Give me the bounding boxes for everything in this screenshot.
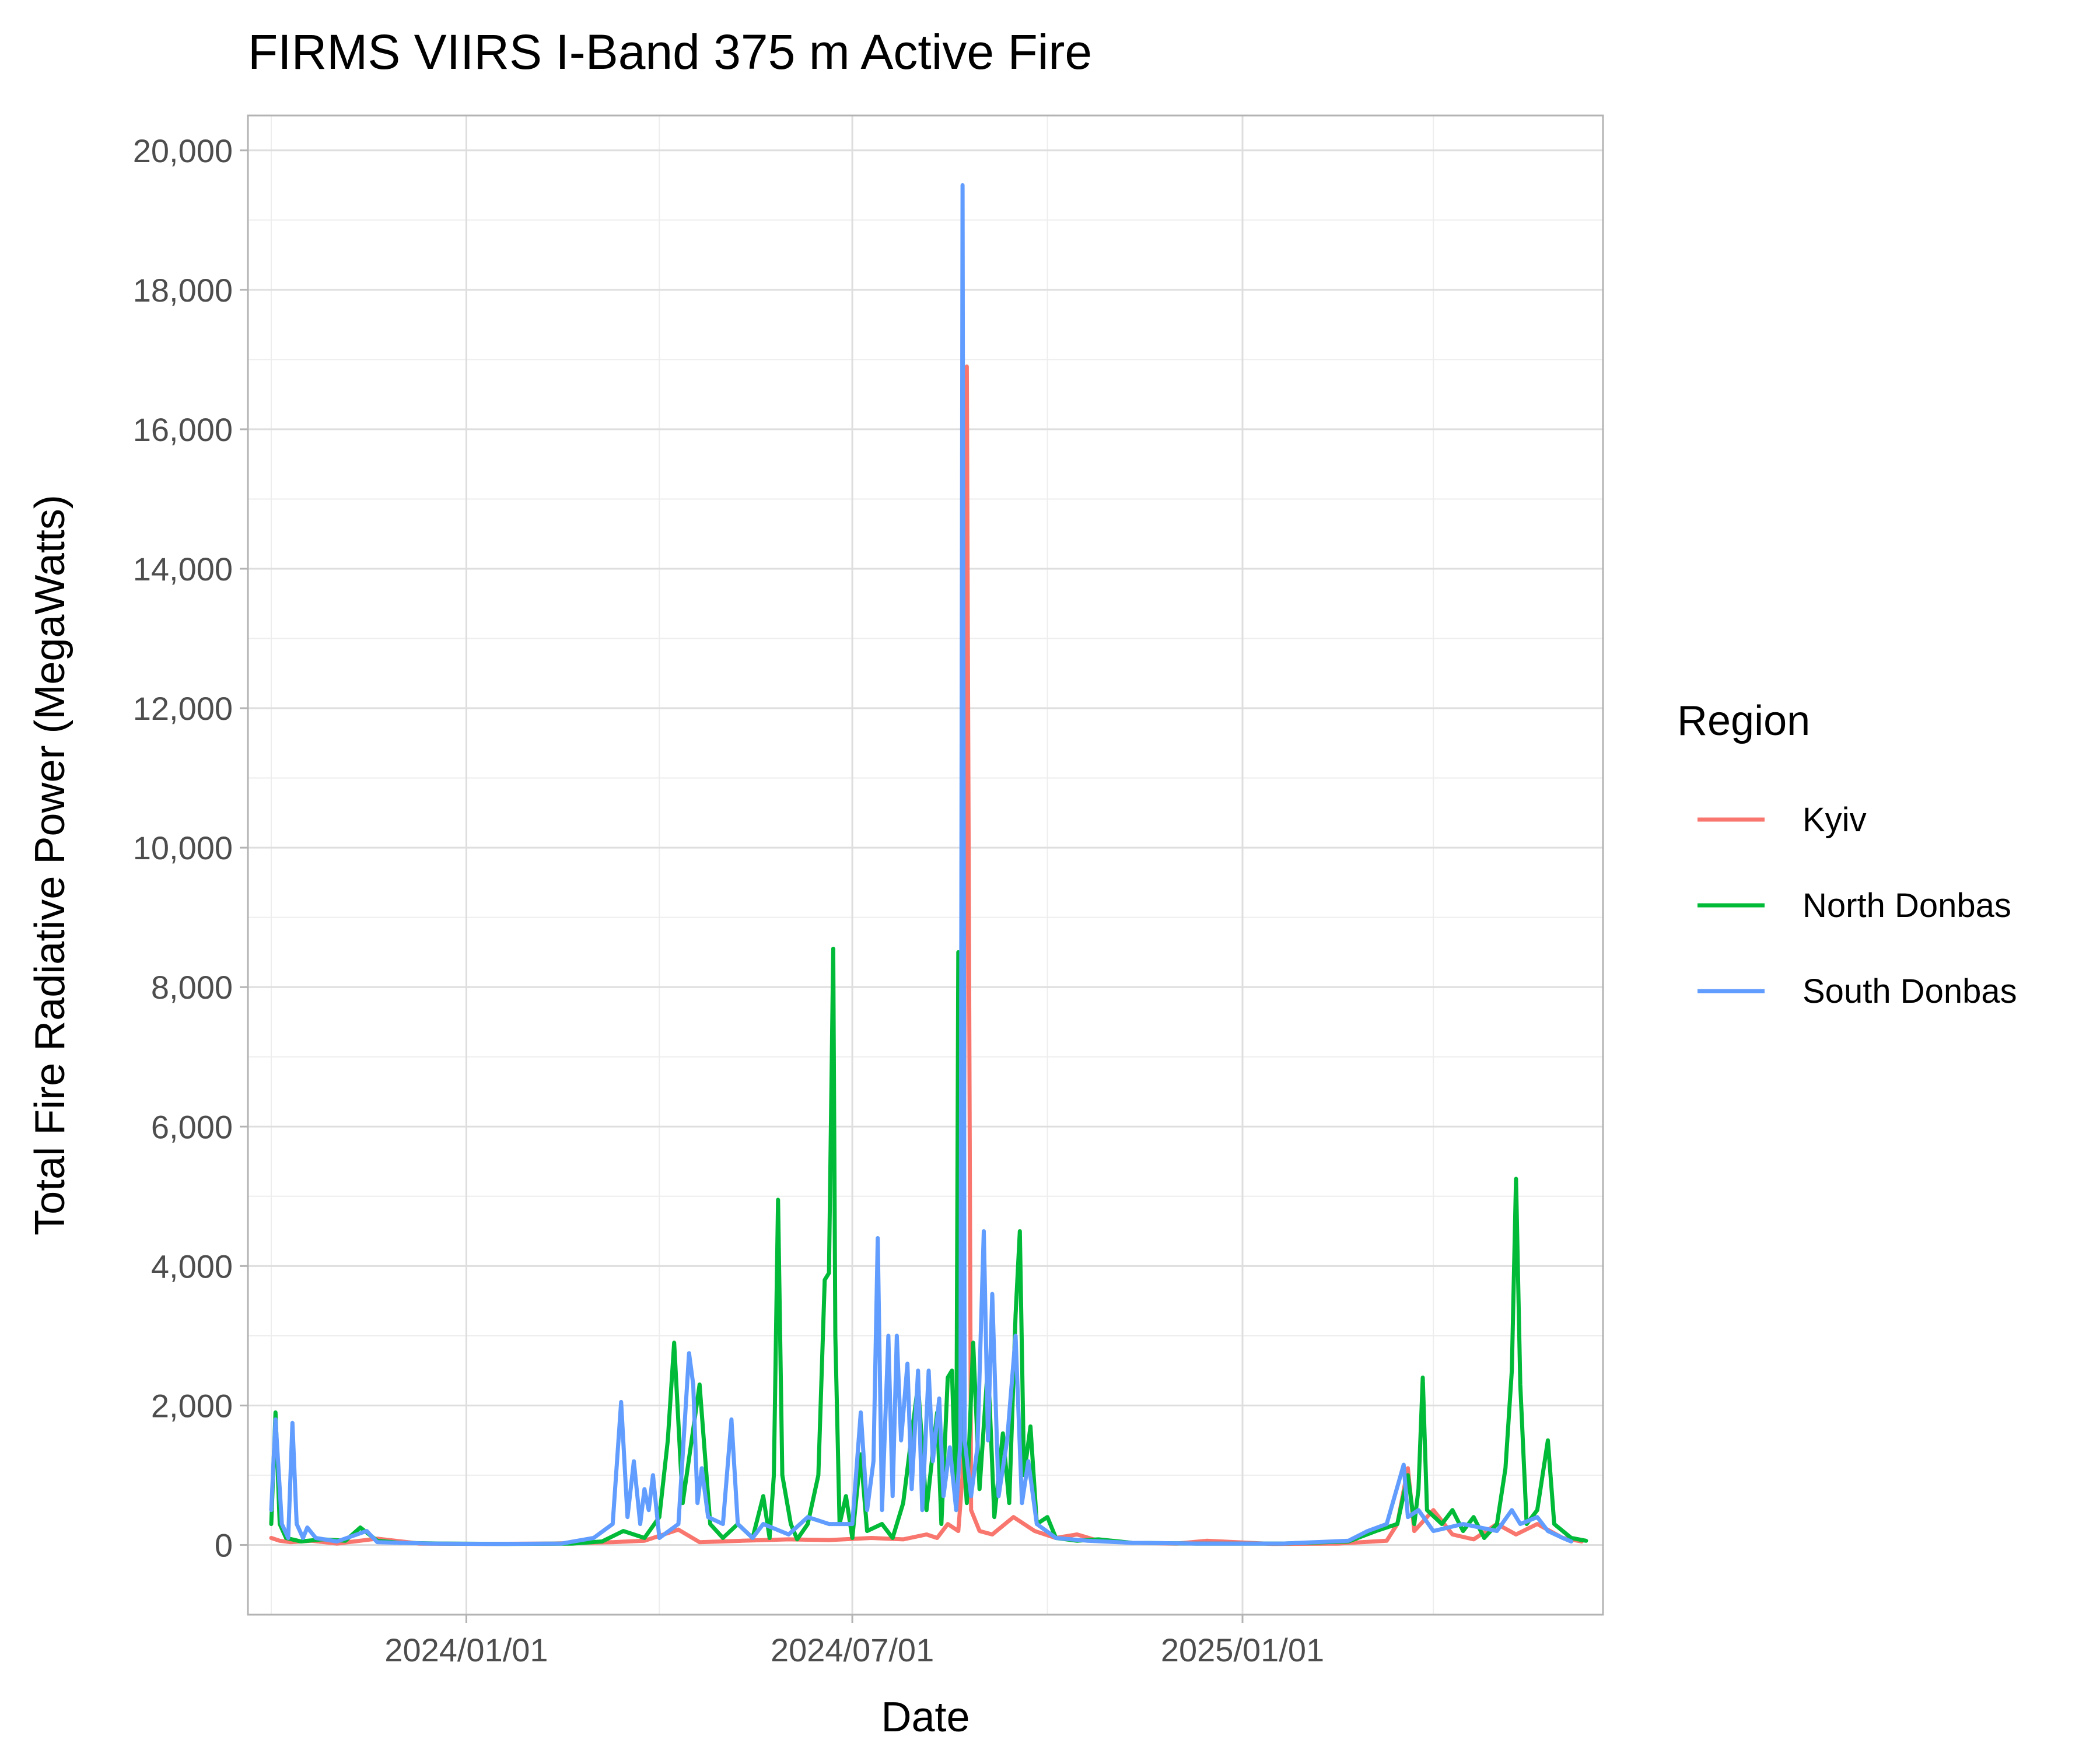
y-tick-label: 18,000 (133, 272, 233, 309)
x-axis-title: Date (881, 1694, 970, 1741)
series-line-south-donbas (269, 183, 1573, 1546)
y-axis-title: Total Fire Radiative Power (MegaWatts) (27, 495, 74, 1236)
axis-ticks: 0 2,000 4,000 6,000 8,000 10,000 12,000 14,000 1… (133, 132, 1324, 1668)
y-tick-label: 8,000 (151, 969, 233, 1006)
y-tick-label: 16,000 (133, 411, 233, 448)
y-tick-label: 14,000 (133, 551, 233, 587)
legend-label-kyiv: Kyiv (1803, 801, 1867, 839)
x-tick-label: 2025/01/01 (1161, 1632, 1324, 1668)
legend-title: Region (1677, 698, 1810, 744)
legend-label-south-donbas: South Donbas (1803, 972, 2017, 1010)
series-line-north-donbas (269, 946, 1588, 1546)
legend-items: Kyiv North Donbas South Donbas (1698, 801, 2017, 1010)
legend: Region Kyiv North Donbas South Donbas (1677, 698, 2017, 1010)
y-tick-label: 2,000 (151, 1387, 233, 1424)
plot-panel-border (247, 114, 1604, 1616)
y-tick-label: 20,000 (133, 132, 233, 169)
x-tick-label: 2024/01/01 (384, 1632, 548, 1668)
grid (248, 116, 1603, 1615)
y-tick-label: 6,000 (151, 1108, 233, 1145)
y-tick-label: 0 (215, 1527, 233, 1563)
y-tick-label: 12,000 (133, 690, 233, 727)
y-tick-label: 10,000 (133, 830, 233, 866)
legend-label-north-donbas: North Donbas (1803, 887, 2011, 925)
chart-title: FIRMS VIIRS I-Band 375 m Active Fire (248, 24, 1092, 79)
x-tick-label: 2024/07/01 (771, 1632, 934, 1668)
series-layer (269, 183, 1588, 1546)
plot-panel (248, 116, 1603, 1615)
y-tick-label: 4,000 (151, 1248, 233, 1284)
